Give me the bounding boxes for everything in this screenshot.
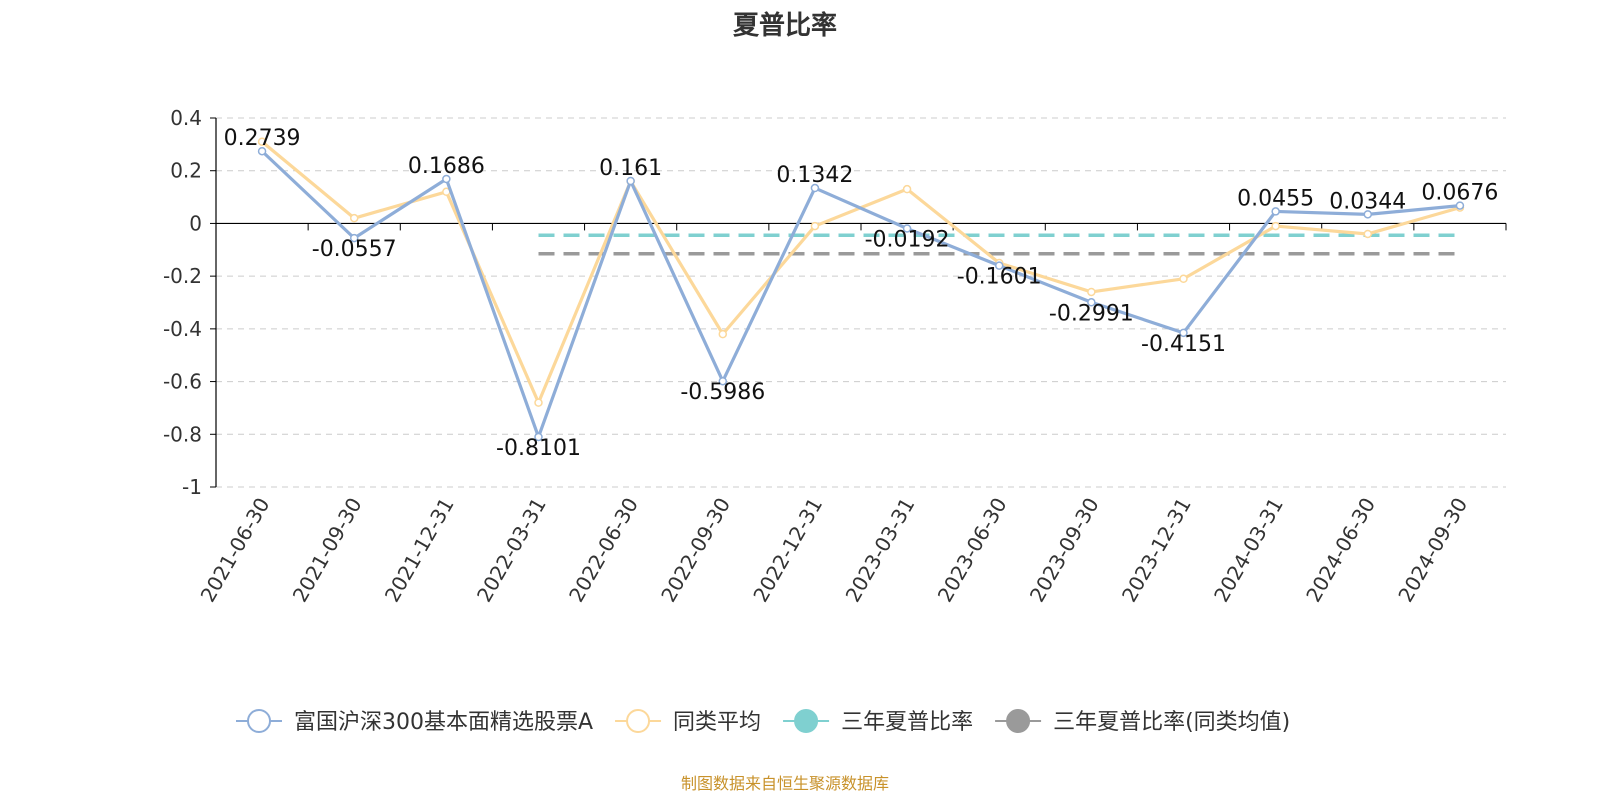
x-tick-label: 2022-03-31 [472, 494, 551, 607]
peer-average-data-point [902, 184, 912, 194]
x-tick-label: 2022-09-30 [656, 494, 735, 607]
y-tick-label: -0.6 [163, 370, 202, 394]
fund-data-point [994, 261, 1004, 270]
peer-average-data-point [1363, 229, 1373, 239]
x-tick-label: 2024-03-31 [1209, 494, 1288, 607]
peer-average-data-point [718, 329, 728, 339]
y-tick-label: -0.2 [163, 264, 202, 288]
x-tick-label: 2024-09-30 [1393, 494, 1472, 607]
chart-title: 夏普比率 [733, 10, 837, 41]
fund-data-point [718, 376, 728, 386]
fund-data-point [1363, 210, 1373, 219]
data-label: -0.8101 [496, 436, 581, 461]
fund-data-point [902, 224, 912, 233]
data-label: 0.0455 [1237, 186, 1314, 211]
data-labels: 0.2739 -0.0557 0.1686 -0.8101 0.161 -0.5986 0.… [224, 126, 1499, 461]
fund-data-point [1087, 298, 1096, 307]
fund-data-point [1271, 207, 1280, 216]
peer-average-data-point [810, 221, 820, 231]
peer-average-data-point [1179, 274, 1188, 284]
y-tick-label: 0.4 [170, 106, 202, 130]
fund-data-point [442, 174, 451, 184]
y-tick-label: -0.8 [163, 422, 202, 446]
fund-data-point [349, 233, 359, 243]
legend-label: 富国沪深300基本面精选股票A [294, 710, 593, 735]
x-tick-label: 2023-09-30 [1025, 494, 1104, 607]
legend-marker-swatch [247, 709, 271, 733]
reference-lines [538, 233, 1460, 256]
data-label: 0.0344 [1329, 189, 1406, 214]
y-tick-label: 0 [189, 211, 202, 235]
source-note: 制图数据来自恒生聚源数据库 [681, 774, 889, 793]
legend-marker-swatch [794, 709, 819, 733]
x-tick-label: 2023-06-30 [933, 494, 1012, 607]
legend-item-three-year-peer[interactable]: 三年夏普比率(同类均值) [995, 709, 1290, 735]
data-label: -0.5986 [680, 380, 765, 405]
x-tick-label: 2021-09-30 [288, 494, 367, 607]
legend-label: 同类平均 [673, 710, 761, 735]
data-label: -0.4151 [1141, 332, 1226, 357]
data-label: 0.1342 [776, 163, 853, 188]
legend-label: 三年夏普比率(同类均值) [1053, 710, 1290, 735]
fund-data-point [534, 432, 543, 442]
y-tick-label: 0.2 [170, 159, 202, 183]
legend-label: 三年夏普比率 [841, 710, 973, 735]
x-tick-label: 2021-12-31 [380, 494, 459, 607]
data-label: 0.161 [599, 156, 662, 181]
peer-average-data-point [1087, 287, 1096, 297]
legend-marker-swatch [1006, 709, 1031, 733]
x-tick-label: 2024-06-30 [1301, 494, 1380, 607]
peer-average-data-point [349, 213, 359, 223]
data-label: -0.1601 [957, 265, 1042, 290]
peer-average-data-point [1271, 221, 1280, 231]
grid-lines [216, 117, 1506, 488]
y-tick-label: -0.4 [163, 317, 202, 341]
data-label: -0.0192 [865, 227, 950, 252]
data-label: 0.0676 [1421, 181, 1498, 206]
data-label: -0.0557 [312, 237, 397, 262]
y-tick-label: -1 [182, 475, 202, 499]
x-tick-label: 2021-06-30 [195, 494, 274, 607]
fund-series-line [260, 150, 1461, 439]
data-label: 0.1686 [408, 154, 485, 179]
peer-average-data-point [257, 137, 267, 146]
legend-item-fund[interactable]: 富国沪深300基本面精选股票A [236, 709, 593, 735]
legend-item-three-year[interactable]: 三年夏普比率 [783, 709, 973, 735]
fund-data-point [1179, 328, 1188, 338]
x-tick-label: 2022-12-31 [748, 494, 827, 607]
fund-data-point [810, 183, 820, 193]
fund-data-point [257, 146, 267, 156]
series-lines [257, 137, 1465, 442]
fund-data-point [626, 176, 635, 186]
x-tick-label: 2022-06-30 [564, 494, 643, 607]
peer-average-data-point [534, 398, 543, 407]
x-tick-label: 2023-03-31 [840, 494, 919, 607]
legend: 富国沪深300基本面精选股票A 同类平均 三年夏普比率 三年夏普比率(同类均值) [236, 709, 1290, 735]
x-tick-label: 2023-12-31 [1117, 494, 1196, 607]
legend-marker-swatch [626, 709, 651, 733]
data-label: -0.2991 [1049, 301, 1134, 326]
legend-item-peer-average[interactable]: 同类平均 [615, 709, 761, 735]
fund-data-point [1455, 201, 1465, 210]
data-label: 0.2739 [224, 126, 301, 151]
